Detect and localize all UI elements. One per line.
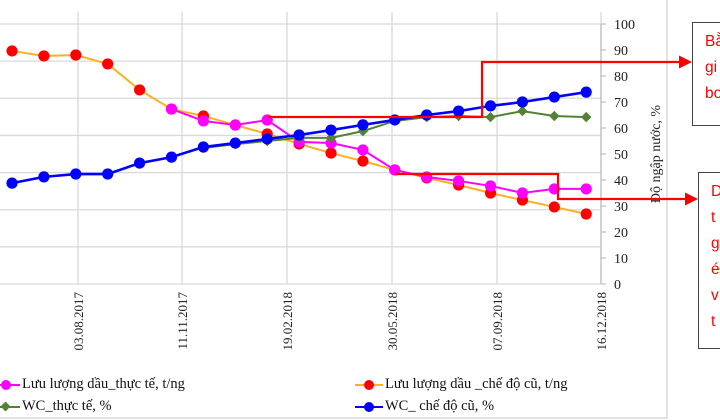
annotation-text-line: é (711, 261, 720, 278)
svg-text:03.08.2017: 03.08.2017 (71, 292, 86, 351)
annotation-box-1: Bằ gi bo (692, 22, 720, 126)
legend-label: Lưu lượng dầu_thực tế, t/ng (22, 376, 185, 392)
annotation-text-line: gi (705, 59, 718, 76)
svg-text:11.11.2017: 11.11.2017 (175, 292, 190, 350)
legend-item-wc-old: WC_ chế độ cũ, % (355, 398, 494, 415)
annotation-text-line: t (711, 313, 716, 330)
callout-arrows (268, 55, 698, 206)
legend-item-wc-actual: WC_thực tế, % (0, 398, 112, 415)
svg-text:19.02.2018: 19.02.2018 (280, 292, 295, 351)
svg-text:30.05.2018: 30.05.2018 (385, 292, 400, 351)
legend-item-oil-old: Lưu lượng dầu _chế độ cũ, t/ng (355, 376, 567, 393)
svg-text:90: 90 (614, 44, 628, 59)
svg-text:07.09.2018: 07.09.2018 (490, 292, 505, 351)
right-axis-title: Độ ngập nước, % (649, 105, 664, 204)
svg-text:50: 50 (614, 148, 628, 163)
annotation-text-line: Bằ (705, 33, 720, 50)
annotation-text-line: bo (705, 85, 720, 102)
svg-text:60: 60 (614, 122, 628, 137)
legend-label: WC_thực tế, % (22, 398, 112, 414)
svg-text:10: 10 (614, 252, 628, 267)
svg-text:80: 80 (614, 70, 628, 85)
svg-text:20: 20 (614, 226, 628, 241)
annotation-text-line: g (711, 235, 720, 252)
x-axis-labels: 03.08.2017 11.11.2017 19.02.2018 30.05.2018… (71, 292, 609, 351)
legend-label: Lưu lượng dầu _chế độ cũ, t/ng (385, 376, 568, 392)
annotation-text-line: v (711, 287, 719, 304)
annotation-box-2: D t g é v t (698, 172, 720, 349)
legend-marker-green-diamond-icon (0, 401, 20, 413)
annotation-text-line: D (711, 183, 720, 200)
legend-marker-magenta-circle-icon (0, 379, 20, 391)
svg-text:16.12.2018: 16.12.2018 (594, 292, 609, 351)
right-y-axis: 0 10 20 30 40 50 60 70 80 90 100 (600, 18, 635, 293)
svg-text:100: 100 (614, 18, 635, 33)
svg-text:40: 40 (614, 174, 628, 189)
svg-text:70: 70 (614, 96, 628, 111)
legend-label: WC_ chế độ cũ, % (385, 398, 495, 414)
annotation-text-line: t (711, 209, 716, 226)
legend-marker-blue-circle-icon (355, 401, 383, 413)
svg-text:30: 30 (614, 200, 628, 215)
svg-text:0: 0 (614, 278, 621, 293)
legend-marker-red-circle-icon (355, 379, 383, 391)
series-layer (6, 45, 592, 220)
legend-item-oil-actual: Lưu lượng dầu_thực tế, t/ng (0, 376, 185, 393)
